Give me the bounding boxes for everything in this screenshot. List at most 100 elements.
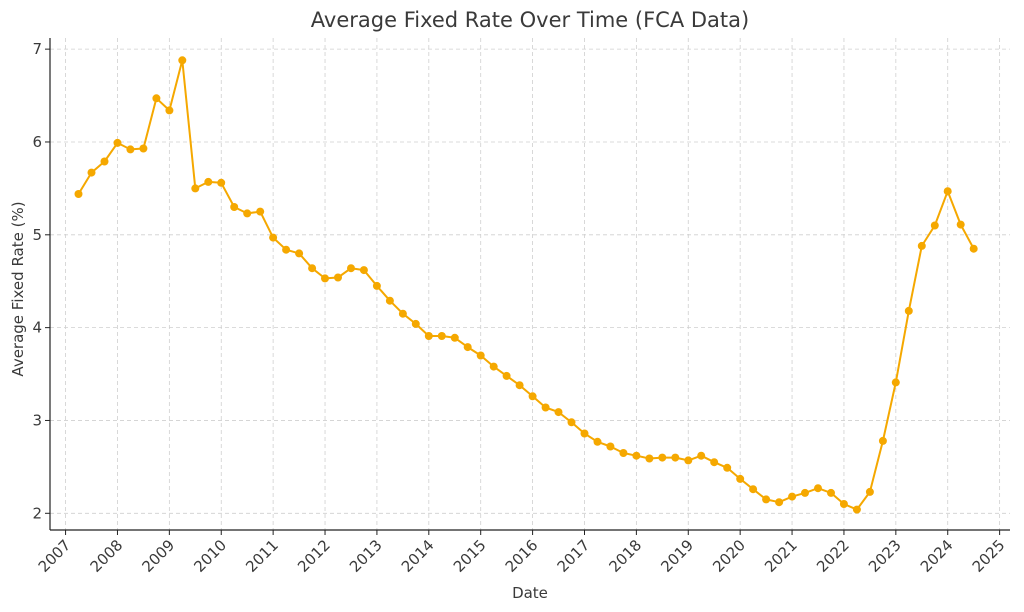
y-tick-label: 7 [32, 40, 42, 58]
x-tick-label: 2019 [657, 536, 697, 576]
data-point [930, 221, 939, 230]
grid-lines [50, 38, 1010, 530]
x-tick-label: 2007 [35, 536, 75, 576]
data-point [113, 138, 122, 147]
data-point [814, 484, 822, 493]
y-tick-label: 4 [32, 319, 42, 337]
data-series [74, 56, 978, 514]
data-point [424, 332, 433, 340]
data-point [775, 498, 784, 507]
x-tick-label: 2008 [87, 536, 127, 576]
data-point [554, 408, 563, 417]
x-tick-label: 2013 [346, 536, 386, 576]
data-point [684, 456, 693, 465]
data-point [385, 296, 394, 305]
x-tick-label: 2010 [190, 536, 230, 576]
data-point [697, 451, 706, 460]
x-tick-label: 2020 [709, 536, 749, 576]
data-point [865, 487, 874, 496]
data-point [632, 451, 641, 460]
data-point [489, 362, 498, 371]
axes [45, 38, 1010, 535]
data-point [917, 241, 926, 250]
data-point [152, 94, 161, 103]
data-point [878, 436, 887, 445]
data-point [191, 184, 200, 193]
data-point [178, 56, 187, 65]
data-point [956, 220, 965, 229]
x-tick-label: 2014 [398, 536, 438, 576]
data-point [359, 266, 368, 275]
x-tick-label: 2012 [294, 536, 334, 576]
data-point [165, 106, 174, 115]
data-point [321, 274, 329, 283]
data-point [515, 381, 524, 390]
data-point [606, 442, 615, 451]
data-point [243, 209, 252, 218]
data-point [204, 177, 213, 186]
data-point [74, 190, 83, 198]
data-point [295, 249, 304, 258]
y-tick-label: 5 [32, 226, 42, 244]
data-point [580, 429, 589, 438]
data-point [891, 378, 900, 387]
x-tick-label: 2022 [813, 536, 853, 576]
data-point [437, 332, 446, 340]
x-tick-label: 2017 [554, 536, 594, 576]
data-point [463, 343, 472, 352]
y-tick-label: 6 [32, 133, 42, 151]
y-tick-label: 2 [32, 504, 42, 522]
data-point [736, 474, 745, 483]
data-point [256, 207, 265, 216]
data-point [347, 264, 355, 273]
data-point [593, 437, 602, 446]
data-point [567, 418, 576, 427]
chart-title: Average Fixed Rate Over Time (FCA Data) [311, 8, 749, 32]
data-point [788, 492, 797, 501]
x-tick-label: 2021 [761, 536, 801, 576]
x-tick-label: 2023 [865, 536, 905, 576]
data-point [645, 454, 654, 463]
data-point [943, 187, 952, 196]
series-line [77, 59, 975, 511]
data-point [827, 488, 835, 497]
data-point [308, 264, 317, 273]
y-tick-label: 3 [32, 411, 42, 429]
data-point [217, 178, 226, 187]
x-tick-label: 2025 [969, 536, 1009, 576]
data-point [541, 403, 550, 412]
data-point [398, 309, 407, 318]
x-tick-label: 2016 [502, 536, 542, 576]
data-point [269, 233, 278, 242]
x-tick-label: 2018 [605, 536, 645, 576]
data-point [658, 453, 667, 462]
data-point [502, 371, 511, 380]
x-tick-label: 2015 [450, 536, 490, 576]
data-point [126, 145, 135, 154]
x-tick-label: 2011 [242, 536, 282, 576]
data-point [723, 463, 732, 472]
data-point [476, 351, 485, 360]
data-point [619, 449, 628, 457]
data-point [671, 453, 680, 462]
data-point [749, 485, 758, 494]
data-point [411, 319, 420, 328]
data-point [372, 281, 381, 290]
data-point [710, 458, 719, 467]
x-tick-label: 2009 [138, 536, 178, 576]
data-point [450, 333, 459, 342]
data-point [852, 505, 861, 514]
x-axis-label: Date [512, 584, 548, 602]
data-point [139, 144, 148, 153]
data-point [334, 273, 342, 282]
tick-labels: 2007 2008 2009 2010 2011 2012 2013 2014 2015 2016… [32, 40, 1008, 576]
x-tick-label: 2024 [917, 536, 957, 576]
y-axis-label: Average Fixed Rate (%) [9, 201, 27, 376]
data-point [801, 488, 809, 497]
data-point [87, 168, 96, 177]
data-point [282, 245, 291, 254]
data-point [528, 392, 537, 401]
data-point [904, 306, 913, 315]
data-point [762, 495, 771, 504]
